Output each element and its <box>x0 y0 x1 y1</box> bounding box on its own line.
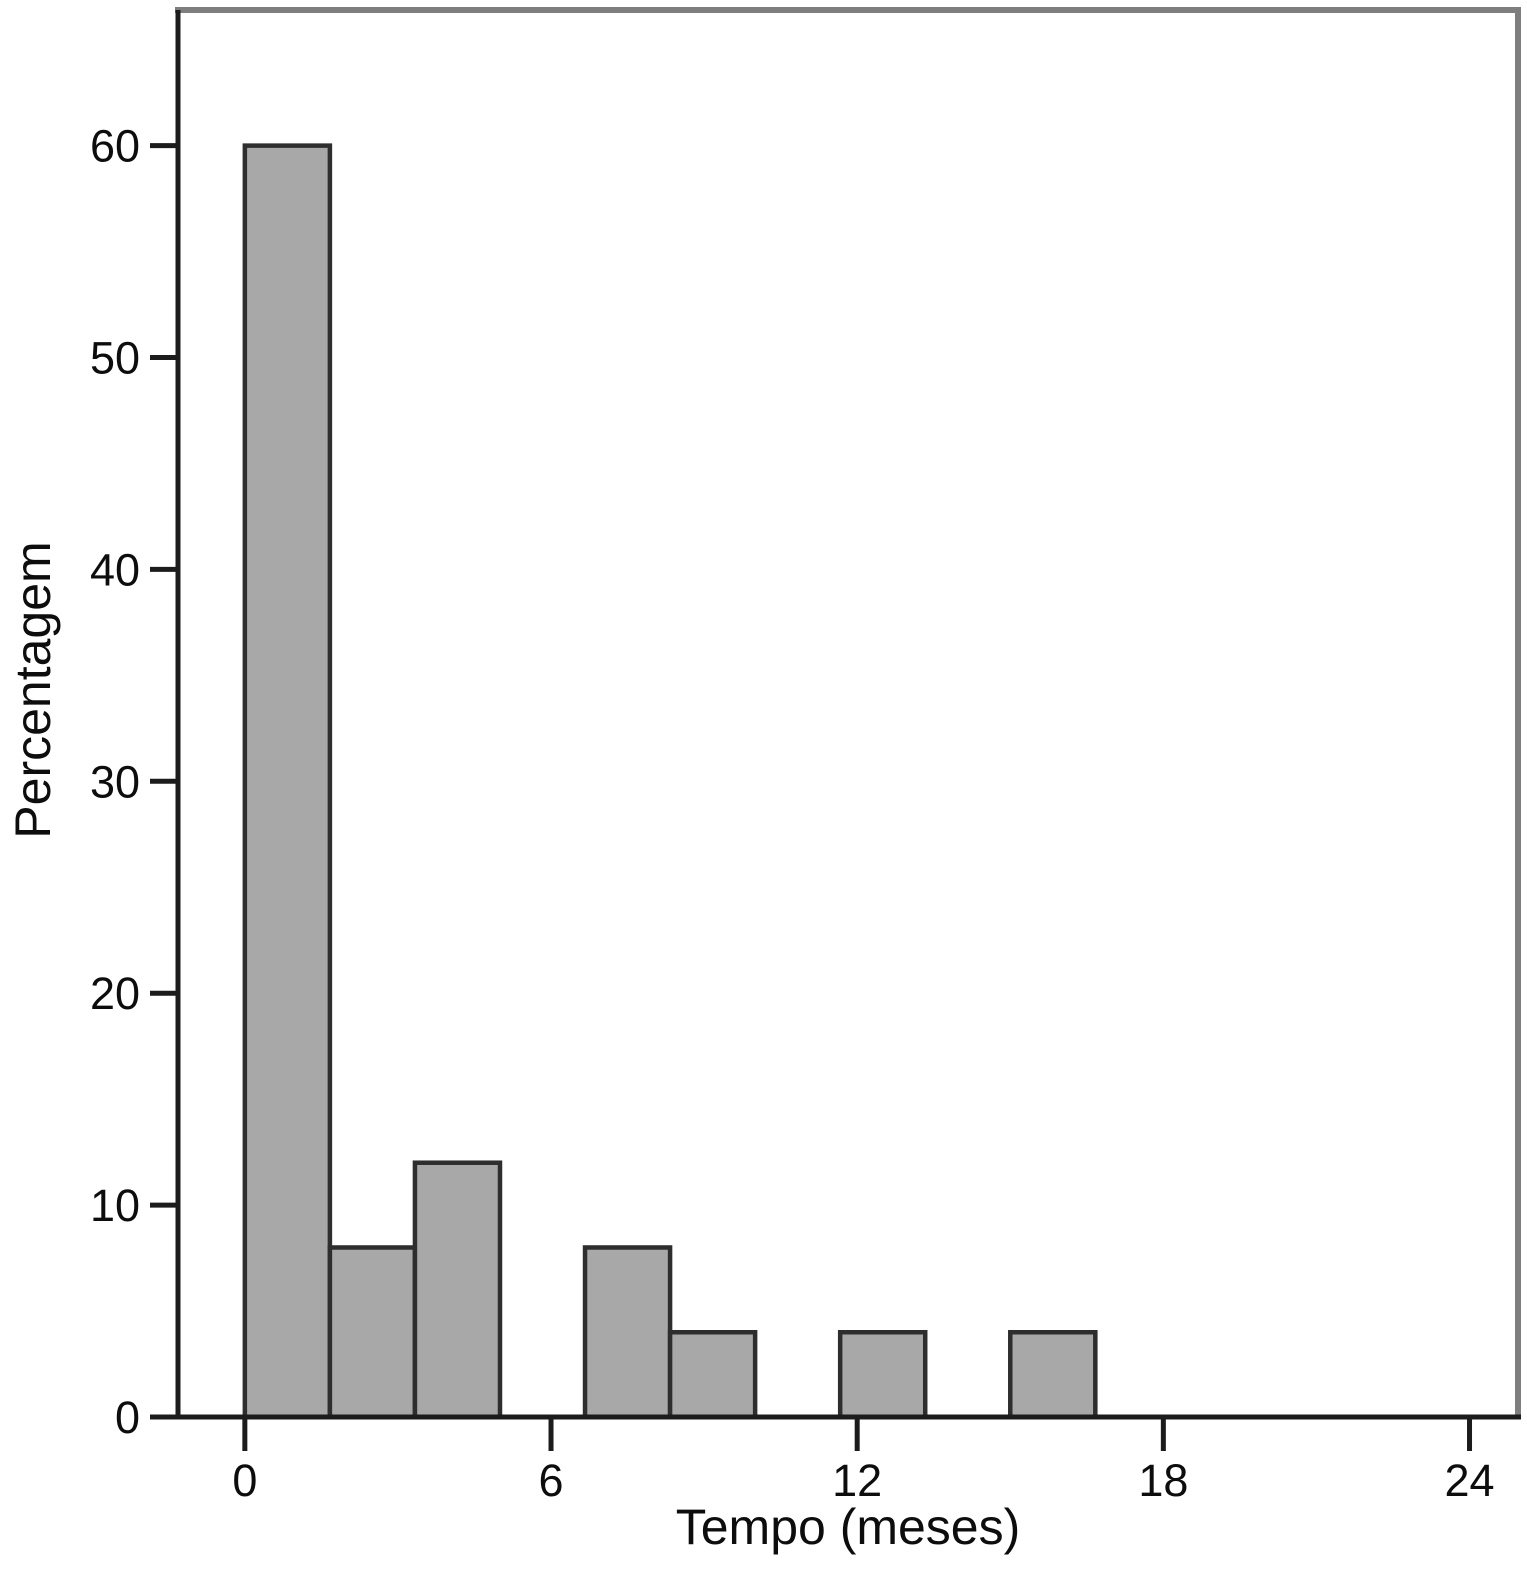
x-tick-label: 6 <box>539 1455 564 1506</box>
y-axis-title: Percentagem <box>5 541 61 838</box>
x-tick-label: 18 <box>1138 1455 1188 1506</box>
y-tick-label: 0 <box>115 1392 140 1443</box>
y-tick-label: 20 <box>90 968 140 1019</box>
y-tick-label: 50 <box>90 333 140 384</box>
x-tick-label: 0 <box>232 1455 257 1506</box>
histogram-bar-5 <box>667 1329 758 1420</box>
y-tick-label: 40 <box>90 544 140 595</box>
histogram-bar-1 <box>327 1245 418 1420</box>
x-axis-title: Tempo (meses) <box>676 1499 1021 1555</box>
histogram-bar-4 <box>582 1245 673 1420</box>
x-tick-label: 24 <box>1444 1455 1494 1506</box>
x-tick-label: 12 <box>832 1455 882 1506</box>
histogram-bar-7 <box>837 1329 928 1420</box>
y-tick-label: 60 <box>90 121 140 172</box>
histogram-bar-0 <box>242 143 333 1420</box>
histogram-bar-2 <box>412 1160 503 1420</box>
y-tick-label: 30 <box>90 756 140 807</box>
histogram-bar-9 <box>1008 1329 1098 1420</box>
y-tick-label: 10 <box>90 1180 140 1231</box>
